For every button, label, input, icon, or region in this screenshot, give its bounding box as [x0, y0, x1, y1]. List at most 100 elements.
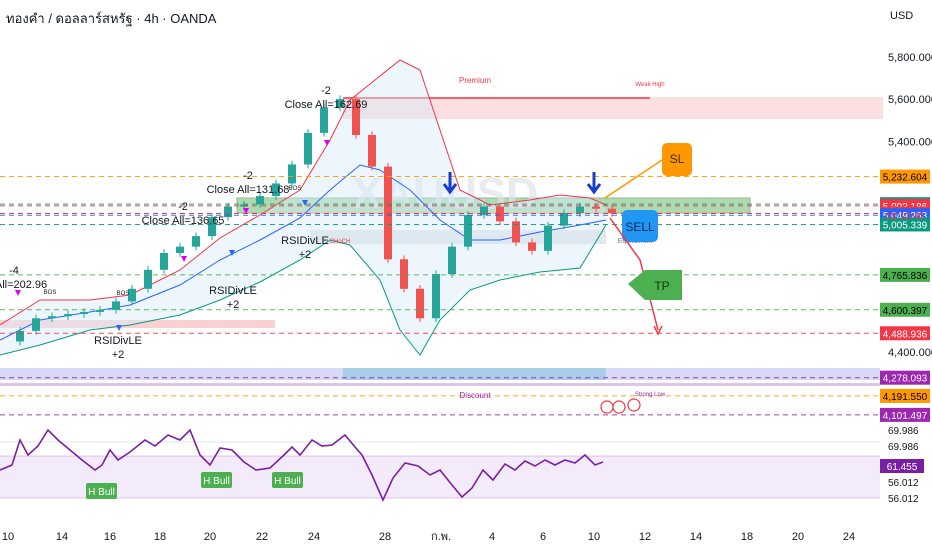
rsi-band [0, 456, 880, 498]
discount-band [0, 383, 880, 386]
signal-arrow-icon [324, 140, 330, 146]
candle-body [608, 208, 616, 213]
annotation-sub-5: +2 [227, 299, 240, 311]
price-label-11: 4,191.550 [883, 392, 928, 403]
signal-arrow-icon [181, 256, 187, 262]
x-tick-label: 18 [741, 531, 753, 543]
candle-body [464, 215, 472, 247]
h-bull-label-2: H Bull [274, 476, 301, 487]
candle-body [192, 236, 200, 247]
candle-body [592, 206, 600, 209]
price-label-9: 4,488.936 [883, 329, 928, 340]
price-label-0: 5,232.604 [883, 173, 928, 184]
candle-body [512, 221, 520, 243]
price-label-5: 5,049.263 [883, 211, 928, 222]
candle-body [528, 242, 536, 251]
countdown-label: 03:13:40 [886, 212, 925, 223]
annotation-title-3: -2 [321, 85, 331, 97]
h-bull-label-0: H Bull [88, 487, 115, 498]
y-tick-label: 4,400.000 [888, 347, 932, 359]
strong-low-label: Strong Low [635, 392, 666, 398]
tp-label: TP [654, 279, 669, 293]
candle-body [496, 206, 504, 222]
h-bull-label-1: H Bull [203, 476, 230, 487]
candle-body [400, 259, 408, 289]
x-tick-label: 4 [489, 531, 495, 543]
h-bull-badge [86, 483, 117, 499]
price-label-12: 4,101.497 [883, 411, 928, 422]
price-label-box [880, 217, 930, 232]
projection-arrow-icon [653, 325, 663, 336]
candle-body [144, 269, 152, 289]
sell-label: SELL [625, 220, 655, 234]
bos-label-3: BOS [289, 186, 302, 192]
annotation-sub-2: Close All=131.68 [207, 184, 290, 196]
news-flag-icon [612, 400, 626, 414]
bollinger-upper [0, 59, 607, 326]
x-tick-label: 18 [154, 531, 166, 543]
discount-label: Discount [459, 391, 491, 400]
candle-body [80, 311, 88, 315]
candle-body [480, 206, 488, 216]
signal-arrow-icon [229, 250, 235, 256]
y-tick-label: 5,600.000 [888, 94, 932, 106]
candle-body [304, 132, 312, 165]
bos-label-1: BOS [44, 290, 57, 296]
x-tick-label: 10 [588, 531, 600, 543]
candle-body [96, 309, 104, 312]
h-bull-badge [201, 472, 232, 488]
x-tick-label: 24 [308, 531, 320, 543]
sl-callout [662, 143, 692, 176]
candle-body [224, 206, 232, 218]
rsi-value-label: 61.455 [887, 462, 918, 473]
price-label-8: 4,600.397 [883, 306, 928, 317]
chart-title: ทองคำ / ดอลลาร์สหรัฐ · 4h · OANDA [6, 11, 217, 26]
candle-body [112, 301, 120, 310]
candle-body [544, 225, 552, 251]
rsi-tick-label: 69.986 [888, 442, 919, 453]
annotation-title-6: RSIDivLE [281, 235, 329, 247]
projection-path [609, 217, 659, 331]
annotation-sub-1: Close All=136.65 [142, 215, 225, 227]
y-tick-label: 5,400.000 [888, 136, 932, 148]
candle-body [368, 134, 376, 167]
rsi-tick-label: 56.012 [888, 478, 919, 489]
news-flag-icon [627, 398, 641, 412]
x-tick-label: 12 [639, 531, 651, 543]
sl-label: SL [670, 152, 685, 166]
price-label-box [880, 302, 930, 317]
bollinger-lower [0, 224, 607, 356]
candle-body [560, 212, 568, 226]
signal-arrow-icon [302, 200, 308, 206]
annotation-sub-3: Close All=162.69 [285, 99, 368, 111]
x-tick-label: 10 [2, 531, 14, 543]
x-tick-label: 14 [690, 531, 702, 543]
signal-arrow-icon [116, 325, 122, 331]
x-tick-label: ก.พ. [431, 531, 451, 543]
candle-body [272, 183, 280, 197]
price-label-box [880, 267, 930, 282]
annotation-title-5: RSIDivLE [209, 285, 257, 297]
rsi-tick-label: 69.986 [888, 426, 919, 437]
candle-body [432, 274, 440, 319]
price-label-box [880, 370, 930, 385]
x-tick-label: 6 [540, 531, 546, 543]
annotation-title-1: -2 [178, 201, 188, 213]
premium-zone [343, 97, 883, 119]
candle-body [48, 316, 56, 319]
sl-pointer [604, 157, 666, 199]
signal-arrow-icon [15, 290, 21, 296]
x-tick-label: 28 [379, 531, 391, 543]
annotation-sub-0: se All=202.96 [0, 279, 47, 291]
annotation-title-2: -2 [243, 170, 253, 182]
rsi-tick-label: 56.012 [888, 494, 919, 505]
x-tick-label: 22 [256, 531, 268, 543]
candle-body [448, 246, 456, 275]
tp-callout [628, 270, 682, 300]
x-tick-label: 24 [843, 531, 855, 543]
news-flag-icon [600, 400, 614, 414]
weak-high-label: Weak High [635, 82, 664, 88]
price-label-box [880, 326, 930, 341]
price-label-10: 4,278.093 [883, 374, 928, 385]
